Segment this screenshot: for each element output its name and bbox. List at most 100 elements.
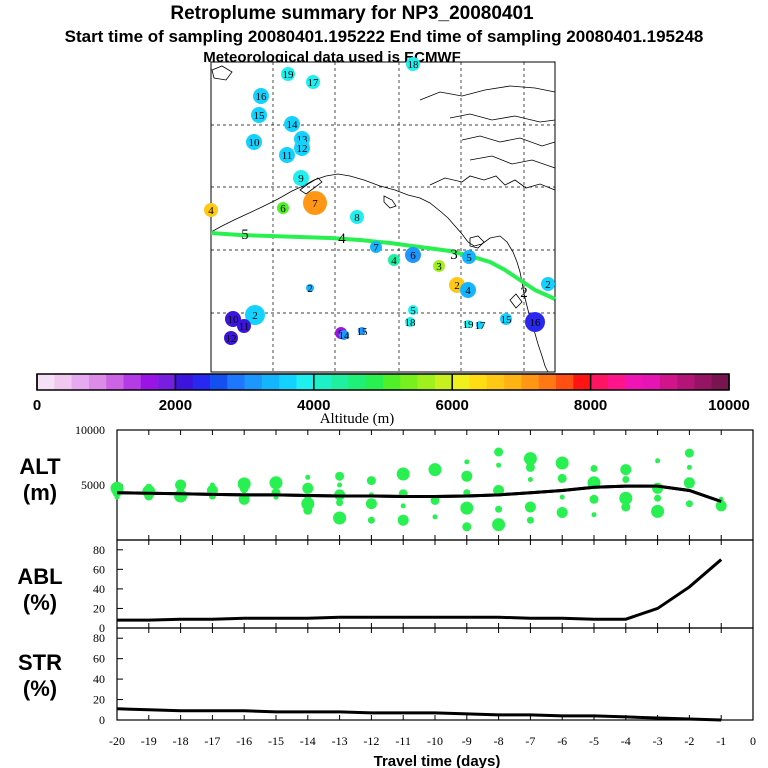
y-tick-label: 20 (93, 693, 105, 707)
colorbar-tick-label: 0 (33, 397, 41, 414)
mean-track-line (210, 231, 556, 301)
y-tick-label: 0 (99, 621, 105, 635)
cluster-marker (237, 319, 251, 333)
y-tick-label: 20 (93, 601, 105, 615)
cluster-day-label: 2 (454, 280, 460, 292)
alt-cluster-point (621, 502, 631, 512)
x-tick-label: -5 (589, 734, 599, 748)
alt-cluster-point (301, 497, 315, 511)
cluster-marker (405, 247, 421, 263)
colorbar-swatch (573, 374, 591, 390)
alt-cluster-point (559, 494, 565, 500)
cluster-marker (251, 107, 267, 123)
alt-cluster-point (654, 494, 662, 502)
alt-cluster-point (526, 516, 534, 524)
cluster-day-label: 2 (307, 283, 313, 295)
cluster-marker (464, 320, 472, 328)
colorbar-swatch (313, 374, 332, 390)
cluster-day-label: 8 (354, 212, 360, 224)
alt-cluster-point (556, 507, 568, 518)
cluster-marker (408, 305, 418, 315)
colorbar-swatch (140, 374, 159, 390)
cluster-marker (306, 75, 320, 89)
x-tick-label: -12 (363, 734, 379, 748)
alt-cluster-point (333, 511, 347, 525)
cluster-marker (460, 282, 476, 298)
colorbar-swatch (469, 374, 488, 390)
cluster-marker (525, 312, 545, 332)
x-tick-label: 0 (750, 734, 756, 748)
alt-cluster-point (367, 516, 375, 524)
colorbar-swatch (400, 374, 418, 390)
coastline-segment (299, 177, 323, 195)
x-tick-label: -1 (716, 734, 726, 748)
cluster-day-label: 10 (228, 314, 240, 326)
y-tick-label: 40 (93, 582, 105, 596)
alt-cluster-point (492, 518, 506, 532)
alt-cluster-point (590, 465, 598, 472)
alt-cluster-point (175, 479, 187, 491)
colorbar-swatch (521, 374, 539, 390)
cluster-day-label: 10 (249, 137, 261, 149)
cluster-day-label: 14 (287, 119, 299, 131)
x-axis: -20 -19 -18 -17 -16 -15 -14 -13 -12 -11 -10 -9 -8 -7-… (109, 734, 756, 748)
y-tick-label: 60 (93, 652, 105, 666)
alt-cluster-point (365, 498, 377, 510)
x-tick-label: -13 (332, 734, 348, 748)
x-tick-label: -4 (621, 734, 631, 748)
cluster-marker (279, 147, 295, 163)
alt-cluster-point (555, 456, 569, 470)
cluster-marker (303, 191, 327, 215)
colorbar-swatch (261, 374, 280, 390)
colorbar-swatch (625, 374, 643, 390)
str-panel: 0 20 40 60 80 (93, 627, 754, 727)
str-frame (116, 627, 754, 721)
x-tick-label: -15 (268, 734, 284, 748)
y-tick-label: 80 (93, 631, 105, 645)
cluster-day-label: 4 (391, 255, 397, 267)
track-day-label: 3 (450, 247, 458, 263)
alt-cluster-point (557, 473, 567, 483)
cluster-day-label: 18 (405, 317, 417, 329)
x-tick-label: -2 (684, 734, 694, 748)
cluster-day-label: 18 (408, 59, 420, 71)
colorbar-swatch (71, 374, 90, 390)
cluster-day-label: 5 (410, 305, 416, 317)
track-day-label: 2 (520, 285, 528, 301)
coastline-segment (383, 195, 397, 209)
alt-cluster-point (238, 493, 250, 505)
cluster-day-label: 14 (339, 330, 351, 342)
cluster-marker (388, 254, 400, 266)
x-tick-label: -17 (204, 734, 220, 748)
colorbar-swatch (365, 374, 384, 390)
colorbar-swatch (607, 374, 626, 390)
colorbar-swatch (556, 374, 574, 390)
alt-cluster-point (269, 476, 283, 490)
colorbar-swatch (711, 374, 730, 390)
x-tick-label: -14 (300, 734, 316, 748)
alt-cluster-point (430, 495, 440, 505)
alt-cluster-point (464, 459, 470, 465)
alt-cluster-point (337, 482, 343, 488)
cluster-day-label: 15 (254, 110, 266, 122)
abl-series-line (117, 558, 723, 622)
colorbar-swatch (244, 374, 263, 390)
cluster-day-label: 15 (357, 326, 369, 338)
cluster-marker (500, 313, 512, 325)
colorbar-tick-label: 10000 (708, 397, 750, 414)
coastline-segment (429, 175, 556, 191)
cluster-day-label: 6 (410, 250, 416, 262)
alt-cluster-point (237, 477, 251, 491)
cluster-marker (350, 210, 364, 224)
alt-cluster-point (432, 514, 438, 520)
colorbar-swatch (642, 374, 661, 390)
cluster-marker (294, 140, 310, 156)
alt-cluster-point (685, 500, 693, 508)
coastline-segment (419, 85, 556, 101)
y-tick-label: 0 (99, 713, 105, 727)
alt-cluster-point (302, 482, 314, 494)
colorbar-label: Altitude (m) (320, 411, 395, 427)
abl-panel-label: ABL (17, 564, 62, 589)
colorbar-swatch (296, 374, 315, 390)
